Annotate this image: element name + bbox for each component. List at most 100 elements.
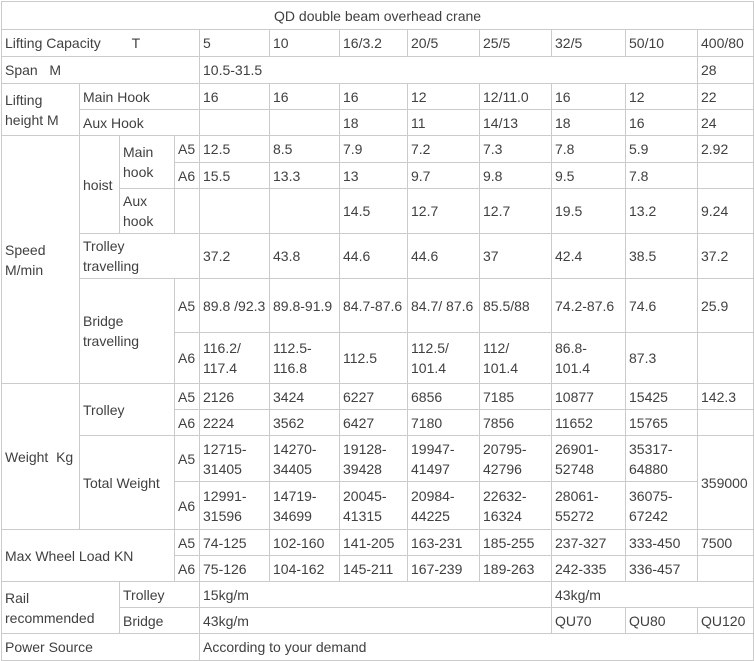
row-label-max-wheel-load: Max Wheel Load KN <box>1 529 175 582</box>
table-title: QD double beam overhead crane <box>0 1 754 30</box>
data-cell: QU120 <box>696 607 754 634</box>
data-cell: 163-231 <box>407 529 480 556</box>
data-cell: 18 <box>551 109 626 136</box>
capacity-header-cell: 16/3.2 <box>339 29 408 57</box>
grade-label-a6: A6 <box>174 332 200 384</box>
data-cell: 12991-31596 <box>199 481 270 530</box>
capacity-header-cell: 20/5 <box>407 29 480 57</box>
data-cell: 104-162 <box>269 555 340 582</box>
data-cell <box>696 555 754 582</box>
data-cell: 16 <box>551 83 626 110</box>
data-cell: 19947-41497 <box>407 435 480 482</box>
row-label-speed: Speed M/min <box>1 135 80 384</box>
data-cell: 9.7 <box>407 162 480 189</box>
row-label-hoist-aux-hook: Aux hook <box>119 188 175 234</box>
data-cell: 7.8 <box>625 162 698 189</box>
data-cell: 12 <box>407 83 480 110</box>
data-cell <box>199 109 270 136</box>
data-cell: 44.6 <box>339 233 408 279</box>
data-cell: 11 <box>407 109 480 136</box>
data-cell <box>269 188 340 234</box>
data-cell: 13.3 <box>269 162 340 189</box>
row-label-rail-bridge: Bridge <box>119 607 200 634</box>
data-cell: 42.4 <box>551 233 626 279</box>
data-cell: 7.8 <box>551 135 626 163</box>
data-cell: 112.5 <box>339 332 408 384</box>
data-cell: 43kg/m <box>199 607 552 634</box>
data-cell: 15.5 <box>199 162 270 189</box>
data-cell: 84.7/ 87.6 <box>407 278 480 333</box>
data-cell: 44.6 <box>407 233 480 279</box>
grade-label-a5: A5 <box>174 135 200 163</box>
row-label-main-hook: Main Hook <box>79 83 200 110</box>
data-cell: 167-239 <box>407 555 480 582</box>
capacity-header-cell: 400/80 <box>696 29 754 57</box>
data-cell: 10877 <box>551 383 626 410</box>
data-cell: 26901-52748 <box>551 435 626 482</box>
data-cell: 25.9 <box>696 278 754 333</box>
data-cell: 333-450 <box>625 529 698 556</box>
data-cell: 37 <box>479 233 552 279</box>
data-cell: 14270-34405 <box>269 435 340 482</box>
data-cell: 37.2 <box>696 233 754 279</box>
data-cell: 9.8 <box>479 162 552 189</box>
data-cell: 242-335 <box>551 555 626 582</box>
data-cell: 15425 <box>625 383 698 410</box>
data-cell: 237-327 <box>551 529 626 556</box>
data-cell <box>696 409 754 436</box>
data-cell: 3562 <box>269 409 340 436</box>
capacity-header-cell: 50/10 <box>625 29 698 57</box>
data-cell: 7.3 <box>479 135 552 163</box>
data-cell: 7180 <box>407 409 480 436</box>
data-cell: 12 <box>625 83 698 110</box>
row-label-aux-hook: Aux Hook <box>79 109 200 136</box>
data-cell: 2.92 <box>696 135 754 163</box>
data-cell: 14719-34699 <box>269 481 340 530</box>
data-cell: 37.2 <box>199 233 270 279</box>
data-cell: 16 <box>339 83 408 110</box>
data-cell: 112/ 101.4 <box>479 332 552 384</box>
data-cell: 12.5 <box>199 135 270 163</box>
grade-label-a6: A6 <box>174 409 200 436</box>
data-cell: 7.9 <box>339 135 408 163</box>
data-cell: 12.7 <box>479 188 552 234</box>
row-label-weight-trolley: Trolley <box>79 383 175 436</box>
grade-label-a5: A5 <box>174 278 200 333</box>
data-cell: 336-457 <box>625 555 698 582</box>
data-cell: 85.5/88 <box>479 278 552 333</box>
capacity-header-cell: 32/5 <box>551 29 626 57</box>
data-cell: QU70 <box>551 607 626 634</box>
data-cell: 74-125 <box>199 529 270 556</box>
data-cell: 11652 <box>551 409 626 436</box>
row-label-rail-trolley: Trolley <box>119 581 200 608</box>
data-cell: 7500 <box>696 529 754 556</box>
data-cell: 75-126 <box>199 555 270 582</box>
data-cell: QU80 <box>625 607 698 634</box>
data-cell: 112.5/ 101.4 <box>407 332 480 384</box>
data-cell: 2224 <box>199 409 270 436</box>
data-cell: 19128-39428 <box>339 435 408 482</box>
data-cell: 22 <box>696 83 754 110</box>
data-cell: 14/13 <box>479 109 552 136</box>
data-cell: 22632-16324 <box>479 481 552 530</box>
data-cell: 8.5 <box>269 135 340 163</box>
data-cell: 10.5-31.5 <box>199 56 698 84</box>
row-label-total-weight: Total Weight <box>79 435 175 530</box>
data-cell: 13.2 <box>625 188 698 234</box>
data-cell: 7185 <box>479 383 552 410</box>
data-cell: 116.2/ 117.4 <box>199 332 270 384</box>
data-cell: 102-160 <box>269 529 340 556</box>
data-cell: 141-205 <box>339 529 408 556</box>
data-cell: 7856 <box>479 409 552 436</box>
data-cell: 16 <box>625 109 698 136</box>
empty-grade-cell <box>174 188 200 234</box>
data-cell: 185-255 <box>479 529 552 556</box>
grade-label-a5: A5 <box>174 435 200 482</box>
grade-label-a5: A5 <box>174 529 200 556</box>
data-cell: 35317-64880 <box>625 435 698 482</box>
data-cell: 20984-44225 <box>407 481 480 530</box>
data-cell: 38.5 <box>625 233 698 279</box>
grade-label-a5: A5 <box>174 383 200 410</box>
row-label-lifting-capacity: Lifting Capacity T <box>1 29 200 57</box>
